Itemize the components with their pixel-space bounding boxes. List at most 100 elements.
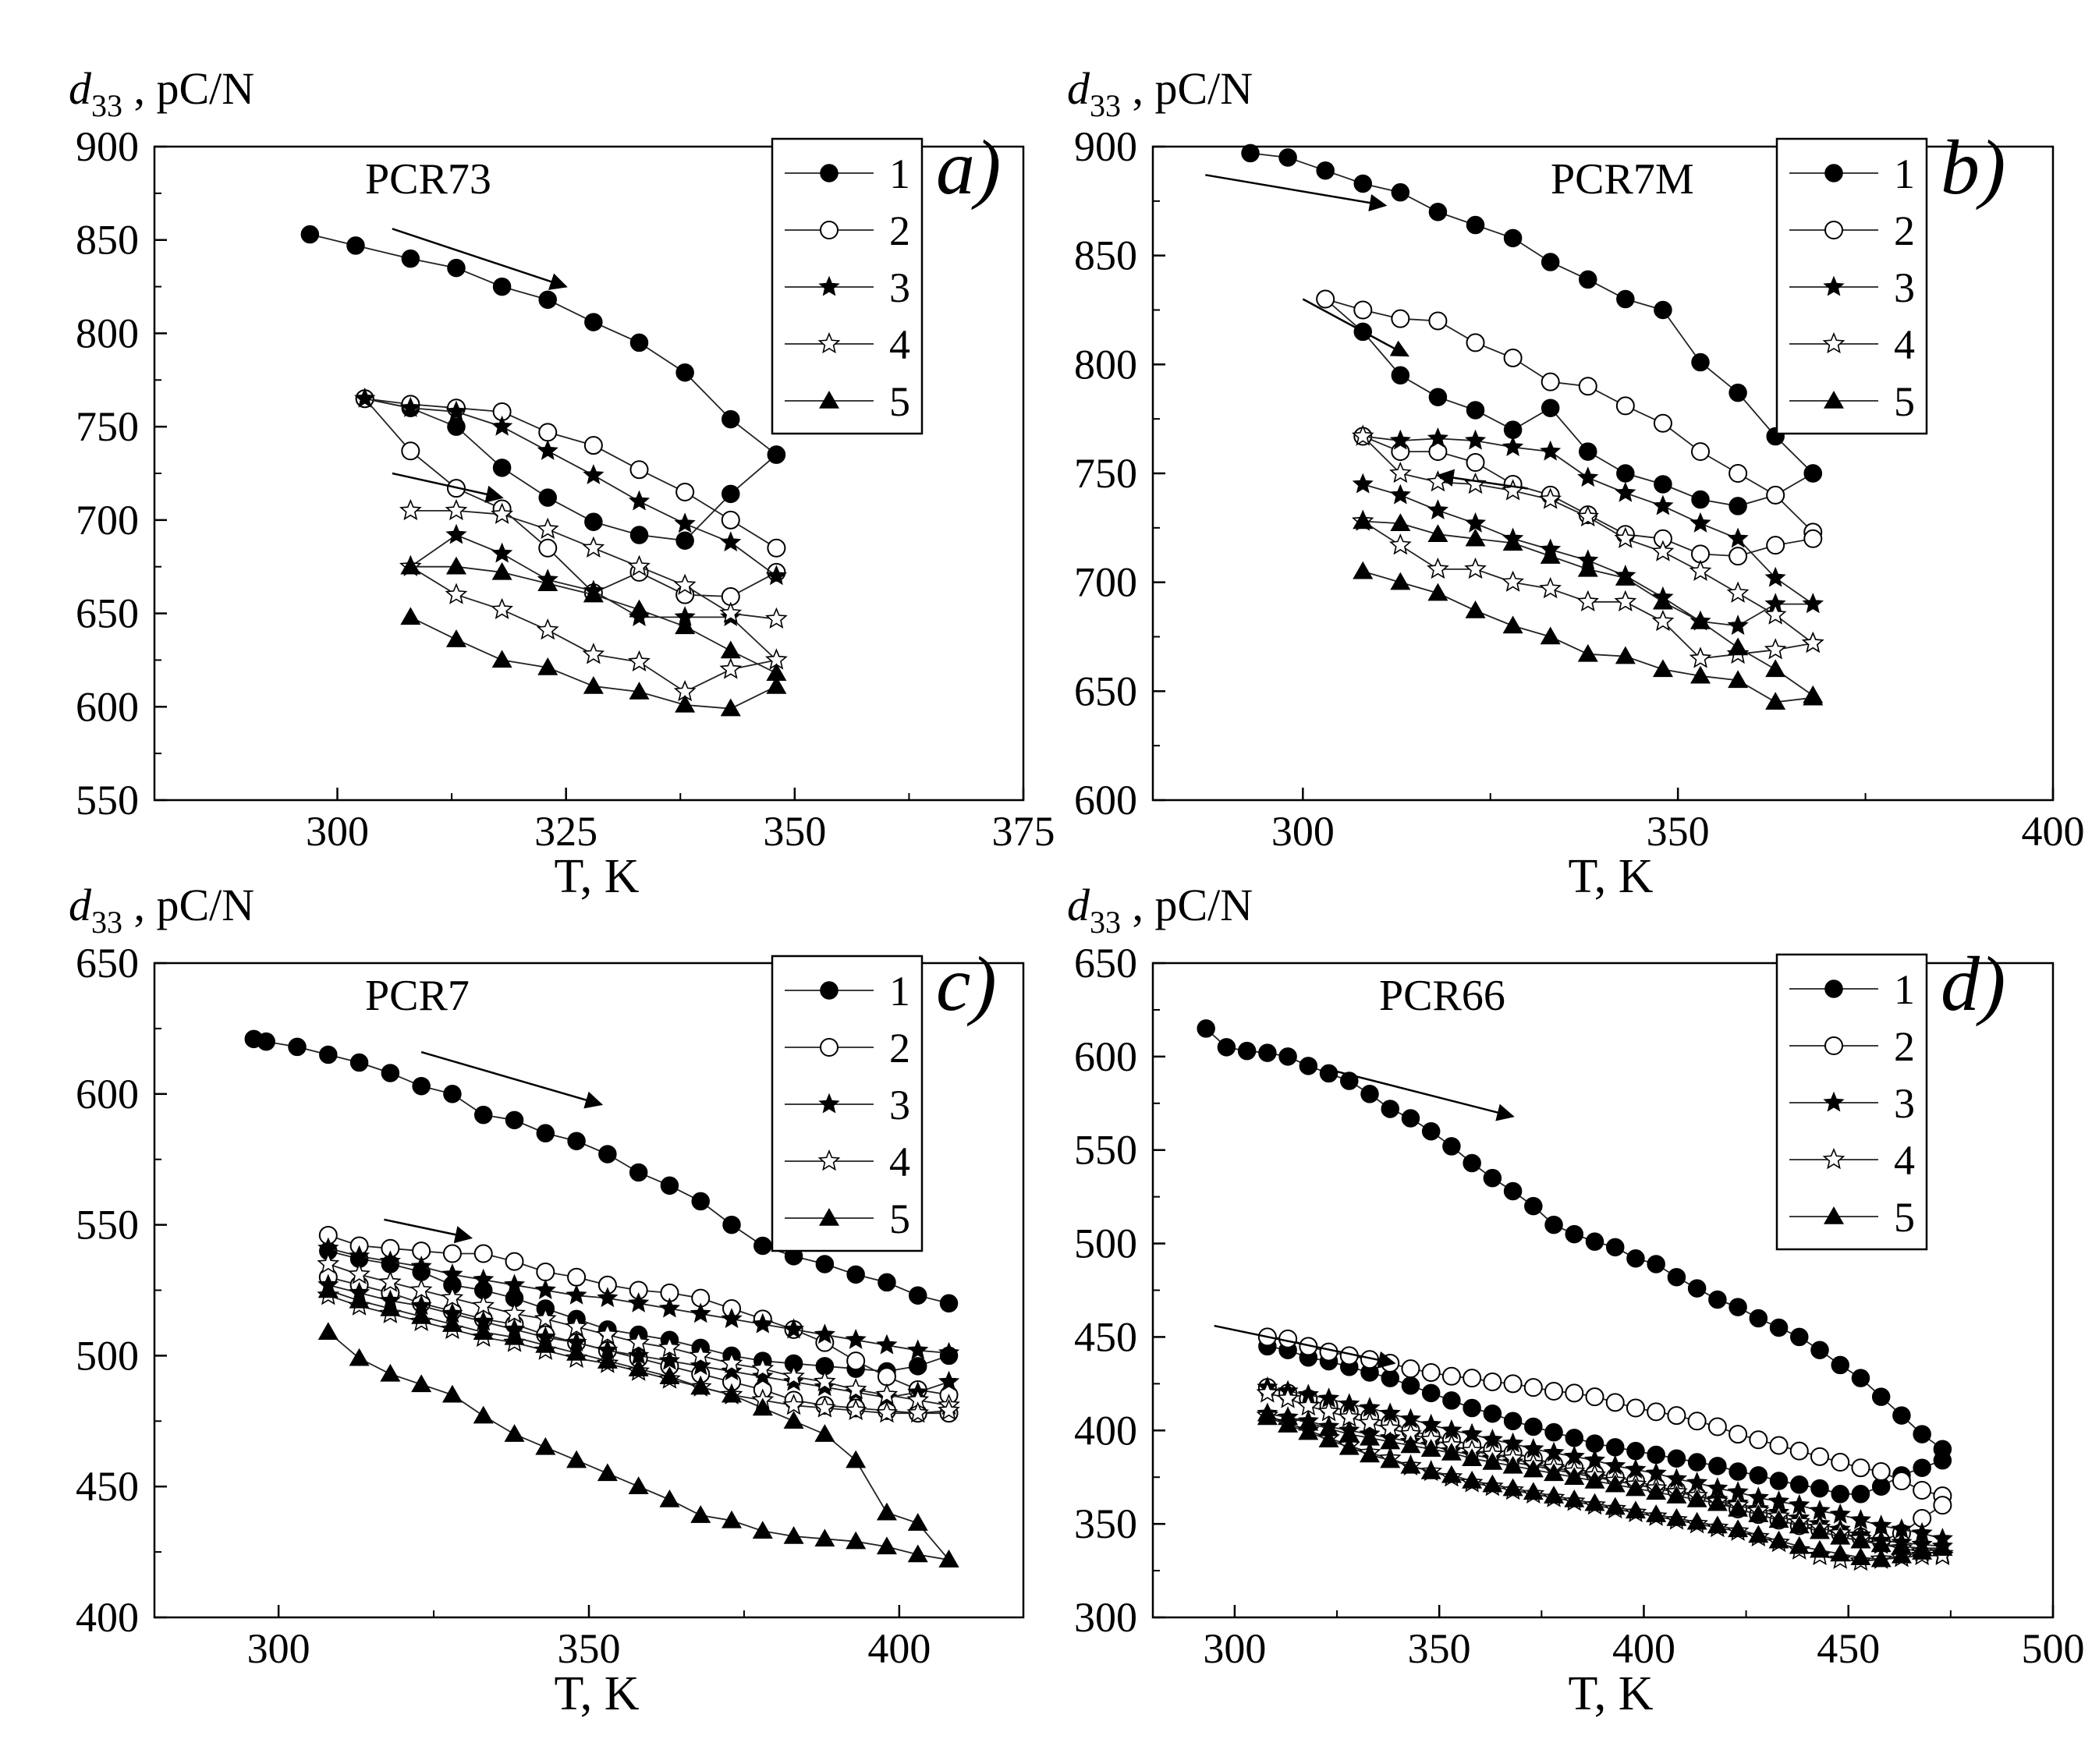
data-point	[675, 694, 696, 713]
data-point	[690, 1376, 711, 1395]
data-point	[628, 554, 651, 576]
data-point	[380, 1363, 401, 1382]
legend-label: 1	[889, 151, 910, 197]
data-point	[1913, 1425, 1931, 1443]
data-point	[503, 1302, 526, 1323]
data-point	[1389, 461, 1412, 484]
data-point	[1691, 442, 1711, 462]
data-point	[1810, 1341, 1829, 1359]
legend-label: 2	[889, 1025, 910, 1072]
data-point	[473, 1322, 494, 1340]
legend-label: 4	[1894, 1137, 1915, 1184]
direction-arrow	[420, 1050, 604, 1109]
direction-arrow	[392, 472, 504, 503]
series-line	[1267, 1345, 1943, 1495]
legend-item-4: 4	[1789, 1137, 1915, 1184]
sample-annotation: PCR66	[1379, 972, 1505, 1020]
data-point	[752, 1365, 774, 1386]
data-point	[1299, 1057, 1318, 1075]
x-tick-label: 300	[1271, 808, 1335, 855]
data-point	[878, 1273, 896, 1292]
data-point	[1585, 1387, 1604, 1407]
y-tick-label: 800	[1074, 341, 1137, 388]
data-point	[938, 1398, 960, 1421]
data-point	[1380, 1450, 1401, 1468]
data-point	[1727, 527, 1749, 548]
data-point	[1913, 1480, 1932, 1500]
data-point	[1913, 1458, 1931, 1477]
data-point	[1503, 420, 1523, 439]
data-point	[1691, 490, 1710, 509]
data-point	[1565, 1429, 1584, 1447]
y-axis-label-main: d	[69, 880, 92, 930]
y-tick-label: 700	[1074, 559, 1137, 606]
data-point	[1319, 1342, 1338, 1362]
data-point	[348, 1245, 371, 1266]
data-point	[628, 490, 651, 511]
y-tick-label: 550	[1074, 1127, 1137, 1174]
data-point	[445, 400, 467, 421]
data-point	[1428, 311, 1448, 331]
data-point	[1278, 1047, 1297, 1066]
data-point	[767, 445, 786, 464]
data-point	[445, 556, 466, 575]
legend-label: 4	[889, 1139, 910, 1185]
legend-label: 4	[889, 321, 910, 368]
y-tick-label: 650	[76, 590, 139, 637]
data-point	[445, 583, 468, 604]
data-point	[782, 1318, 805, 1339]
series-1	[244, 1029, 959, 1313]
data-point	[1427, 499, 1449, 520]
direction-arrow	[1336, 1070, 1515, 1121]
data-point	[1686, 1489, 1707, 1507]
data-point	[660, 1176, 679, 1195]
data-point	[1651, 540, 1675, 561]
data-point	[566, 1284, 587, 1305]
data-point	[1764, 603, 1787, 625]
legend-item-5: 5	[785, 378, 910, 425]
data-point	[1748, 1504, 1769, 1522]
data-point	[1871, 1387, 1891, 1406]
data-point	[1687, 1453, 1707, 1472]
data-point	[1689, 512, 1711, 533]
data-point	[1615, 646, 1636, 664]
data-point	[597, 1287, 619, 1308]
data-point	[257, 1032, 275, 1051]
data-point	[1523, 1482, 1544, 1500]
data-point	[1464, 472, 1487, 494]
data-point	[445, 498, 468, 521]
data-point	[1391, 182, 1410, 202]
data-point	[565, 1315, 588, 1337]
series-5	[400, 556, 787, 681]
data-point	[1810, 1521, 1831, 1539]
y-tick-label: 700	[76, 497, 139, 544]
y-axis-label-units: , pC/N	[122, 63, 254, 114]
legend: 1 2 3 4 5	[1775, 137, 1928, 435]
data-point	[504, 1327, 525, 1345]
data-point	[1653, 413, 1672, 433]
data-point	[1647, 1445, 1665, 1465]
sample-annotation: PCR73	[365, 155, 491, 204]
y-tick-label: 450	[1074, 1313, 1137, 1360]
data-point	[1540, 626, 1561, 645]
data-point	[1442, 1391, 1461, 1410]
data-point	[1462, 1471, 1483, 1489]
y-tick-label: 300	[1074, 1594, 1137, 1641]
legend-marker	[1822, 1147, 1845, 1170]
data-point	[441, 1384, 463, 1403]
data-point	[1892, 1472, 1911, 1491]
data-point	[1728, 1298, 1747, 1316]
data-point	[1389, 533, 1412, 555]
legend-label: 4	[1894, 321, 1915, 368]
data-point	[536, 1263, 555, 1282]
panel-c: 300 350 400 400 450 500 550 600 650 T, K d33 , pC/…	[69, 880, 1025, 1720]
legend-marker	[819, 1208, 839, 1226]
data-point	[1690, 611, 1711, 629]
data-point	[534, 1307, 557, 1329]
y-tick-label: 650	[1074, 668, 1137, 714]
y-axis-label-sub: 33	[1090, 905, 1121, 940]
data-point	[491, 561, 512, 580]
data-point	[349, 1348, 370, 1366]
data-point	[1690, 665, 1711, 684]
data-point	[1421, 1362, 1441, 1382]
